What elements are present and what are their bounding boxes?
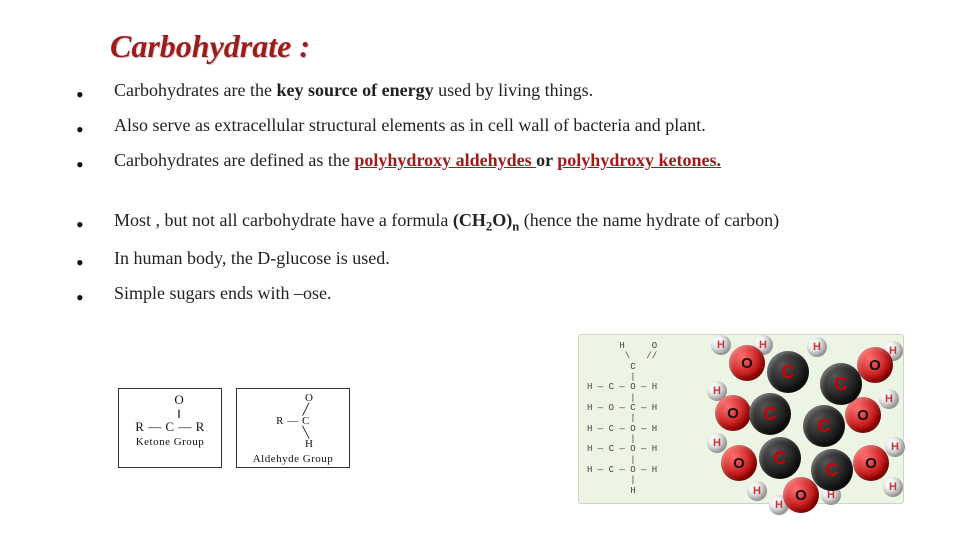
aldehyde-structure-box: O ╱ R — C ╲ H Aldehyde Group [236,388,350,468]
underline-term: polyhydroxy aldehydes [354,150,536,170]
carbon-atom: C [811,449,853,491]
underline-term: polyhydroxy ketones. [557,150,721,170]
slide-title: Carbohydrate : [110,28,310,65]
oxygen-atom: O [715,395,751,431]
hydrogen-atom: H [885,437,905,457]
bullet-2: Also serve as extracellular structural e… [76,113,896,138]
ketone-structure-box: O ‖ R — C — R Ketone Group [118,388,222,468]
hydrogen-atom: H [879,389,899,409]
o-close: O) [492,210,512,230]
carbon-atom: C [803,405,845,447]
bullet-1: Carbohydrates are the key source of ener… [76,78,896,103]
carbon-atom: C [759,437,801,479]
bullet-5: In human body, the D-glucose is used. [76,246,896,271]
hydrogen-atom: H [711,335,731,355]
slide-carbohydrate: { "title": "Carbohydrate :", "bullets": … [0,0,960,540]
hydrogen-atom: H [883,477,903,497]
aldehyde-label: Aldehyde Group [243,453,343,465]
text: used by living things. [434,80,594,100]
bullet-list: Carbohydrates are the key source of ener… [76,78,896,316]
hydrogen-atom: H [807,337,827,357]
bullet-3: Carbohydrates are defined as the polyhyd… [76,148,896,173]
ketone-structure: O ‖ R — C — R [125,393,215,434]
chem-formula: (CH2O)n [453,210,519,230]
oxygen-atom: O [857,347,893,383]
text-or: or [536,150,557,170]
glucose-panel: H O \ // C | H — C — O — H | H — O — C —… [578,334,904,504]
carbon-atom: C [749,393,791,435]
carbon-atom: C [820,363,862,405]
carbon-atom: C [767,351,809,393]
hydrogen-atom: H [707,433,727,453]
glucose-3d-model: HHHHHHHHHHHHOOOOOOOCCCCCC [707,335,903,503]
hydrogen-atom: H [747,481,767,501]
text: Carbohydrates are the [114,80,276,100]
bullet-6: Simple sugars ends with –ose. [76,281,896,306]
oxygen-atom: O [783,477,819,513]
text: Most , but not all carbohydrate have a f… [114,210,453,230]
bullet-4: Most , but not all carbohydrate have a f… [76,208,896,236]
glucose-line-structure: H O \ // C | H — C — O — H | H — O — C —… [587,341,707,497]
oxygen-atom: O [853,445,889,481]
text: (hence the name hydrate of carbon) [519,210,779,230]
oxygen-atom: O [721,445,757,481]
ch: CH [459,210,486,230]
oxygen-atom: O [729,345,765,381]
bold-phrase: key source of energy [276,80,433,100]
aldehyde-structure: O ╱ R — C ╲ H [243,393,343,451]
ketone-label: Ketone Group [125,436,215,448]
text: Carbohydrates are defined as the [114,150,354,170]
